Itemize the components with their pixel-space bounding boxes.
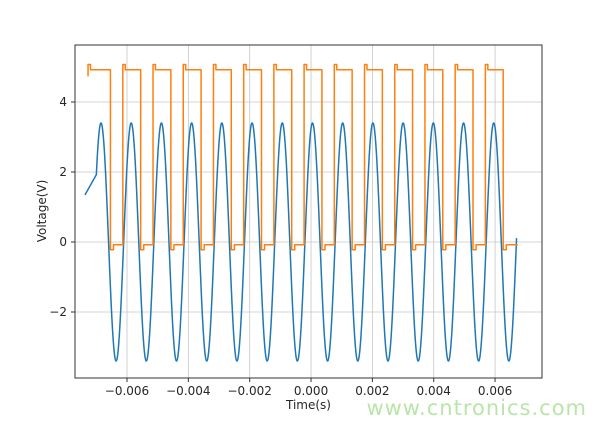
x-tick-label: −0.004: [166, 384, 210, 398]
sine-input-series: [84, 122, 518, 362]
x-tick-label: −0.002: [227, 384, 271, 398]
y-tick-label: 0: [59, 235, 67, 249]
y-tick-label: 2: [59, 165, 67, 179]
y-tick-label: 4: [59, 95, 67, 109]
y-axis-label: Voltage(V): [35, 179, 49, 243]
square-output-series: [87, 63, 518, 251]
x-tick-label: 0.006: [478, 384, 512, 398]
x-tick-label: 0.000: [294, 384, 328, 398]
y-tick-label: −2: [49, 305, 67, 319]
plot-area: [84, 63, 518, 362]
x-tick-label: −0.006: [105, 384, 149, 398]
watermark-text: www.cntronics.com: [366, 396, 587, 420]
x-tick-label: 0.004: [417, 384, 451, 398]
ticks: −0.006 −0.004 −0.002 0.000 0.002 0.004 0.006 −2…: [49, 95, 512, 398]
x-tick-label: 0.002: [355, 384, 389, 398]
x-axis-label: Time(s): [286, 398, 331, 412]
axes-frame: [74, 44, 543, 379]
